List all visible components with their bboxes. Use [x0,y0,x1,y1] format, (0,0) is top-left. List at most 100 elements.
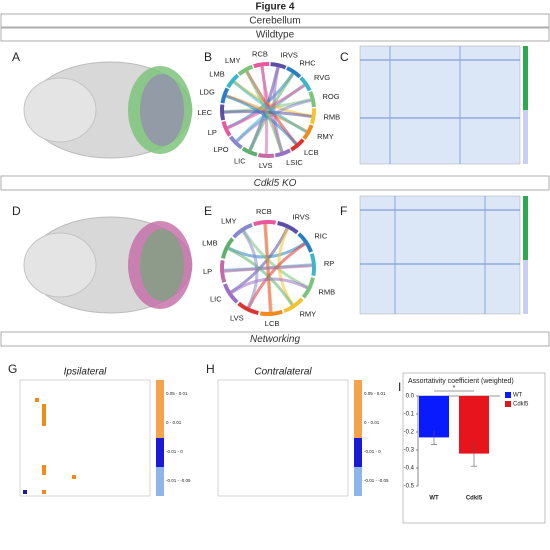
chord-arc [302,124,314,140]
section-label: Networking [250,334,300,345]
chord-label: ROG [322,92,339,101]
panel-letter: H [206,362,215,376]
section-box [0,175,550,191]
chord-arc [232,223,253,239]
chord-label: LP [203,267,212,276]
y-tick-label: -0.4 [404,466,415,472]
chord-arc [286,66,302,79]
chord-label: RHC [299,59,316,68]
chord-label: RCB [256,207,272,216]
chord-label: LDG [199,87,215,96]
chord-arc [277,221,299,235]
chord-arc [309,253,316,277]
chord-label: LMY [225,56,240,65]
chart-title: Assortativity coefficient (weighted) [408,378,514,385]
chord-arc [221,120,232,137]
chord-arc [257,153,275,158]
section-label: Wildtype [256,30,295,41]
chord-label: LCB [265,319,280,328]
chord-label: LMB [202,239,217,248]
chord-label: LCB [304,148,319,157]
panel-letter: F [340,204,347,218]
section-box [0,13,550,28]
chord-arc [226,73,240,89]
colorbar-label: -0.01 - -0.05 [364,478,389,483]
section-label: Cerebellum [249,16,300,27]
section-label: Cdkl5 KO [254,178,297,189]
chord-arc [237,64,254,76]
chord-label: LVS [259,161,273,170]
chord-arc [283,297,304,313]
chord-label: RVG [314,73,330,82]
heatmap-g [19,379,164,497]
heatmap-f [359,195,528,315]
chord-arc [274,148,291,158]
chord-arc [223,283,239,304]
chord-ribbon [242,230,259,308]
section-box [0,27,550,42]
y-tick-label: -0.3 [404,448,415,454]
chord-label: RMB [324,112,341,121]
chord-ribbon [227,247,294,306]
chord-arc [237,301,259,315]
legend-swatch [505,392,511,398]
y-tick-label: 0.0 [406,394,415,400]
y-tick-label: -0.2 [404,430,415,436]
chord-label: LIC [210,294,222,303]
chord-label: LSIC [286,158,303,167]
chord-label: RIC [314,232,328,241]
heatmap-h [217,379,362,497]
chord-arc [253,220,277,227]
chord-label: RMB [318,287,335,296]
sig-label: * [453,385,456,392]
colorbar-label: -0.01 - 0 [166,449,183,454]
colorbar-label: 0.05 - 0.01 [364,391,386,396]
legend-label: WT [513,393,523,399]
chord-label: LEC [197,108,212,117]
chord-arc [220,259,227,283]
chord-label: LVS [230,313,244,322]
chord-label: RMY [317,132,334,141]
y-tick-label: -0.1 [404,412,415,418]
chord-label: IRVS [281,50,298,59]
colorbar-label: -0.01 - 0 [364,449,381,454]
chord-label: LIC [234,156,246,165]
section-box [0,331,550,347]
colorbar-label: 0.05 - 0.01 [166,391,188,396]
chord-ribbon [230,277,308,294]
chord-arc [228,135,243,150]
x-tick-label: WT [429,496,439,502]
panel-letter: C [340,50,349,64]
panel-letter: I [398,380,401,394]
chord-arc [301,277,315,299]
chord-label: LPO [214,145,229,154]
colorbar-label: 0 - 0.01 [166,420,182,425]
chord-arc [309,108,316,125]
chord-ribbon [233,80,307,134]
panel-letter: D [12,204,21,218]
chord-label: RMY [299,309,316,318]
colorbar-label: -0.01 - -0.05 [166,478,191,483]
heatmap-title: Ipsilateral [64,367,108,378]
y-tick-label: -0.5 [404,484,415,490]
x-tick-label: Cdkl5 [466,496,483,502]
legend-swatch [505,401,511,407]
heatmap-title: Contralateral [254,367,312,378]
brain-wt [23,61,193,159]
panel-letter: B [204,50,212,64]
figure-title: Figure 4 [256,2,295,13]
chord-arc [221,237,235,259]
chord-arc [253,62,270,69]
chord-label: LMB [209,69,224,78]
legend-label: Cdkl5 [513,402,529,408]
chord-label: RP [324,259,334,268]
chord-label: LMY [221,217,236,226]
panel-frame [402,372,546,524]
panel-letter: A [12,50,20,64]
chord-ribbon [224,264,313,273]
chord-arc [270,62,287,70]
chord-arc [299,76,312,92]
chord-arc [220,104,226,121]
chord-arc [241,146,258,157]
chord-label: IRVS [292,213,309,222]
